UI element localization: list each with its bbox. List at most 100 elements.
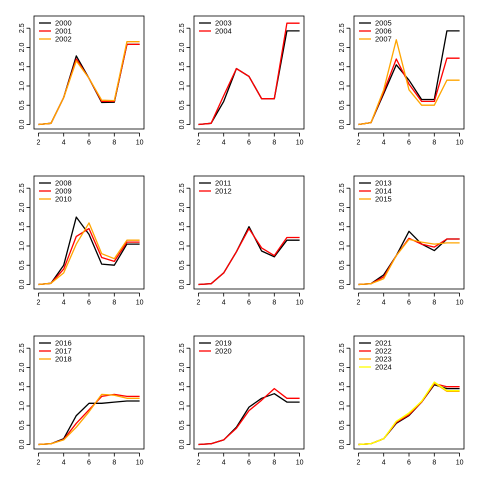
y-tick-label: 0.5 bbox=[339, 420, 346, 430]
y-tick-label: 0.5 bbox=[339, 100, 346, 110]
series-line-2017 bbox=[38, 393, 140, 446]
series-line-2019 bbox=[198, 393, 300, 446]
y-tick-label: 0.5 bbox=[19, 420, 26, 430]
x-tick-label: 6 bbox=[407, 300, 411, 307]
series-line-2016 bbox=[38, 400, 140, 446]
y-tick-label: 1.5 bbox=[179, 62, 186, 72]
series-line-2011 bbox=[198, 226, 300, 286]
y-tick-label: 0.5 bbox=[179, 100, 186, 110]
y-tick-label: 2.0 bbox=[179, 202, 186, 212]
legend-label: 2020 bbox=[215, 347, 232, 356]
y-tick-label: 0.5 bbox=[19, 260, 26, 270]
x-tick-label: 6 bbox=[87, 140, 91, 147]
y-tick-label: 1.0 bbox=[179, 81, 186, 91]
y-tick-label: 0.0 bbox=[19, 440, 26, 450]
plot-frame bbox=[353, 175, 465, 290]
y-tick-label: 1.5 bbox=[179, 382, 186, 392]
y-tick-label: 1.0 bbox=[179, 241, 186, 251]
legend-label: 2016 bbox=[55, 339, 72, 348]
x-tick-label: 2 bbox=[196, 140, 200, 147]
x-tick-label: 10 bbox=[456, 300, 464, 307]
y-tick-label: 0.5 bbox=[339, 260, 346, 270]
legend-label: 2023 bbox=[375, 355, 392, 364]
series-line-2005 bbox=[358, 30, 460, 126]
plot-frame bbox=[33, 335, 145, 450]
y-tick-label: 0.0 bbox=[339, 120, 346, 130]
legend-label: 2017 bbox=[55, 347, 72, 356]
x-tick-label: 6 bbox=[247, 460, 251, 467]
legend-label: 2001 bbox=[55, 27, 72, 36]
y-tick-label: 2.5 bbox=[339, 343, 346, 353]
x-tick-label: 2 bbox=[36, 300, 40, 307]
x-tick-label: 8 bbox=[432, 300, 436, 307]
x-tick-label: 10 bbox=[456, 140, 464, 147]
series-line-2002 bbox=[38, 41, 140, 126]
legend-label: 2005 bbox=[375, 19, 392, 28]
series-line-2024 bbox=[358, 381, 460, 446]
y-tick-label: 1.0 bbox=[179, 401, 186, 411]
legend-label: 2010 bbox=[55, 195, 72, 204]
legend-label: 2007 bbox=[375, 35, 392, 44]
y-tick-label: 2.5 bbox=[19, 23, 26, 33]
x-tick-label: 10 bbox=[136, 460, 144, 467]
y-tick-label: 0.0 bbox=[179, 120, 186, 130]
x-tick-label: 4 bbox=[62, 300, 66, 307]
legend-label: 2000 bbox=[55, 19, 72, 28]
x-tick-label: 8 bbox=[272, 460, 276, 467]
x-tick-label: 2 bbox=[356, 300, 360, 307]
x-tick-label: 10 bbox=[296, 460, 304, 467]
y-tick-label: 1.0 bbox=[19, 401, 26, 411]
y-tick-label: 0.0 bbox=[19, 280, 26, 290]
legend-label: 2003 bbox=[215, 19, 232, 28]
y-tick-label: 0.0 bbox=[179, 280, 186, 290]
x-tick-label: 10 bbox=[136, 300, 144, 307]
y-tick-label: 1.5 bbox=[339, 382, 346, 392]
y-tick-label: 1.0 bbox=[339, 241, 346, 251]
series-line-2007 bbox=[358, 39, 460, 126]
plot-frame bbox=[193, 335, 305, 450]
y-tick-label: 0.0 bbox=[339, 280, 346, 290]
series-line-2023 bbox=[358, 382, 460, 446]
y-tick-label: 2.0 bbox=[19, 362, 26, 372]
y-tick-label: 1.0 bbox=[19, 81, 26, 91]
x-tick-label: 4 bbox=[382, 460, 386, 467]
series-line-2014 bbox=[358, 237, 460, 286]
legend-label: 2013 bbox=[375, 179, 392, 188]
x-tick-label: 2 bbox=[196, 460, 200, 467]
series-line-2015 bbox=[358, 238, 460, 286]
y-tick-label: 1.5 bbox=[19, 382, 26, 392]
y-tick-label: 0.0 bbox=[179, 440, 186, 450]
x-tick-label: 8 bbox=[272, 140, 276, 147]
legend-label: 2006 bbox=[375, 27, 392, 36]
y-tick-label: 0.0 bbox=[339, 440, 346, 450]
x-tick-label: 4 bbox=[222, 460, 226, 467]
series-line-2001 bbox=[38, 43, 140, 126]
legend-label: 2012 bbox=[215, 187, 232, 196]
y-tick-label: 2.5 bbox=[19, 343, 26, 353]
y-tick-label: 2.5 bbox=[339, 183, 346, 193]
x-tick-label: 8 bbox=[432, 140, 436, 147]
x-tick-label: 4 bbox=[62, 140, 66, 147]
x-tick-label: 8 bbox=[432, 460, 436, 467]
x-tick-label: 2 bbox=[36, 140, 40, 147]
y-tick-label: 1.5 bbox=[19, 62, 26, 72]
series-line-2009 bbox=[38, 227, 140, 286]
y-tick-label: 2.5 bbox=[179, 343, 186, 353]
x-tick-label: 2 bbox=[356, 140, 360, 147]
plot-frame bbox=[193, 175, 305, 290]
x-tick-label: 2 bbox=[36, 460, 40, 467]
legend-label: 2011 bbox=[215, 179, 231, 188]
x-tick-label: 10 bbox=[136, 140, 144, 147]
y-tick-label: 2.0 bbox=[179, 362, 186, 372]
